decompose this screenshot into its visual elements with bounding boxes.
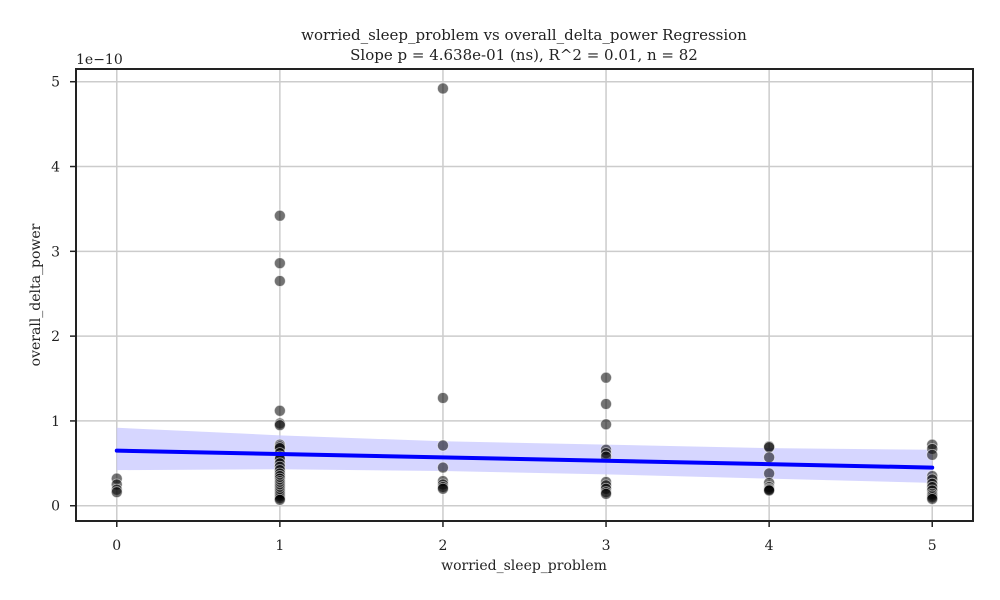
y-tick-label-4: 4	[51, 160, 60, 176]
x-axis-label: worried_sleep_problem	[441, 558, 607, 574]
data-point-42	[600, 371, 612, 384]
data-point-54	[763, 441, 776, 454]
data-point-52	[600, 487, 612, 500]
data-point-37	[437, 461, 449, 474]
data-point-9	[273, 419, 286, 432]
data-point-33	[273, 493, 286, 506]
data-point-61	[763, 484, 776, 497]
y-tick-label-5: 5	[51, 75, 60, 91]
data-point-44	[600, 418, 612, 431]
data-point-35	[437, 392, 449, 404]
data-point-43	[600, 398, 612, 410]
data-point-5	[273, 257, 286, 270]
confidence-band	[116, 427, 933, 483]
regression-line	[114, 448, 935, 470]
x-tick-label-5: 5	[928, 538, 937, 554]
chart-subtitle: Slope p = 4.638e-01 (ns), R^2 = 0.01, n …	[350, 46, 698, 64]
y-tick-label-0: 0	[51, 499, 60, 515]
confidence-band-layer	[116, 427, 933, 483]
data-point-41	[437, 482, 449, 495]
chart-title: worried_sleep_problem vs overall_delta_p…	[301, 26, 747, 44]
y-tick-label-3: 3	[51, 244, 60, 260]
x-tick-label-1: 1	[275, 538, 284, 554]
data-point-34	[437, 82, 449, 95]
y-offset-label: 1e−10	[76, 52, 123, 68]
data-point-73	[926, 493, 939, 505]
data-point-55	[763, 451, 776, 464]
data-point-4	[273, 209, 286, 222]
x-tick-label-4: 4	[765, 538, 774, 554]
axis-ticks: 0 1 2 3 4 5 0 1 2 3 4 5	[51, 75, 937, 554]
x-tick-label-0: 0	[112, 538, 121, 554]
y-tick-label-1: 1	[51, 414, 60, 430]
x-tick-label-2: 2	[438, 538, 447, 554]
data-point-64	[926, 448, 939, 461]
plot-frame	[75, 68, 974, 522]
y-tick-label-2: 2	[51, 329, 60, 345]
data-point-3	[110, 486, 123, 499]
data-point-6	[273, 275, 286, 287]
scatter-points	[110, 82, 939, 506]
regression-line-layer	[114, 448, 935, 470]
data-point-7	[273, 404, 286, 417]
grid	[76, 69, 973, 521]
x-tick-label-3: 3	[602, 538, 611, 554]
data-point-36	[437, 439, 449, 452]
y-axis-label: overall_delta_power	[28, 223, 44, 366]
